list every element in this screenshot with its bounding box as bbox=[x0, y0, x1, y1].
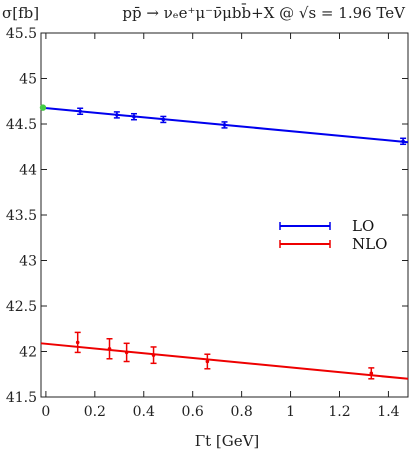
y-tick-label: 42.5 bbox=[6, 299, 37, 315]
y-tick-label: 43 bbox=[19, 254, 37, 270]
data-point-lo bbox=[401, 139, 405, 144]
x-tick-label: 1.2 bbox=[328, 404, 350, 420]
x-tick-label: 1 bbox=[286, 404, 295, 420]
data-point-lo bbox=[132, 114, 136, 119]
chart-title: pp̄ → νₑe⁺μ⁻ν̄μbb̄+X @ √s = 1.96 TeV bbox=[122, 4, 406, 22]
y-tick-label: 41.5 bbox=[6, 390, 37, 406]
highlight-point bbox=[39, 104, 47, 111]
legend-item-nlo: NLO bbox=[279, 235, 387, 253]
x-tick-label: 0 bbox=[41, 404, 50, 420]
fit-line-nlo bbox=[40, 342, 409, 380]
data-point-lo bbox=[222, 123, 227, 127]
y-tick-label: 45 bbox=[19, 72, 37, 88]
legend: LO NLO bbox=[279, 217, 387, 253]
data-point-nlo bbox=[369, 371, 374, 376]
x-tick-label: 1.4 bbox=[377, 404, 399, 420]
data-point-lo bbox=[161, 117, 166, 122]
plot-frame bbox=[40, 32, 409, 398]
x-tick-label: 0.8 bbox=[230, 404, 252, 420]
data-point-nlo bbox=[107, 346, 112, 351]
y-tick-label: 45.5 bbox=[6, 26, 37, 42]
y-tick-label: 44.5 bbox=[6, 117, 37, 133]
data-point-nlo bbox=[75, 340, 80, 345]
data-point-nlo bbox=[124, 350, 129, 355]
x-axis: 0 0.2 0.4 0.6 0.8 1 1.2 1.4 bbox=[41, 33, 400, 420]
y-axis-title: σ[fb] bbox=[2, 4, 39, 22]
data-point-lo bbox=[115, 113, 119, 117]
x-tick-label: 0.6 bbox=[182, 404, 204, 420]
legend-label-lo: LO bbox=[352, 217, 374, 235]
y-axis: 41.5 42 42.5 43 43.5 44 44.5 45 45.5 bbox=[6, 26, 408, 406]
y-tick-label: 44 bbox=[19, 163, 37, 179]
y-tick-label: 43.5 bbox=[6, 208, 37, 224]
x-tick-label: 0.2 bbox=[84, 404, 106, 420]
x-tick-label: 0.4 bbox=[133, 404, 155, 420]
y-tick-label: 42 bbox=[19, 345, 37, 361]
data-point-nlo bbox=[151, 353, 156, 357]
series-layer bbox=[39, 104, 409, 380]
data-point-lo bbox=[78, 109, 82, 114]
x-axis-title: Γt [GeV] bbox=[195, 432, 260, 450]
legend-item-lo: LO bbox=[279, 217, 374, 235]
data-point-nlo bbox=[205, 359, 210, 364]
legend-label-nlo: NLO bbox=[352, 235, 387, 253]
